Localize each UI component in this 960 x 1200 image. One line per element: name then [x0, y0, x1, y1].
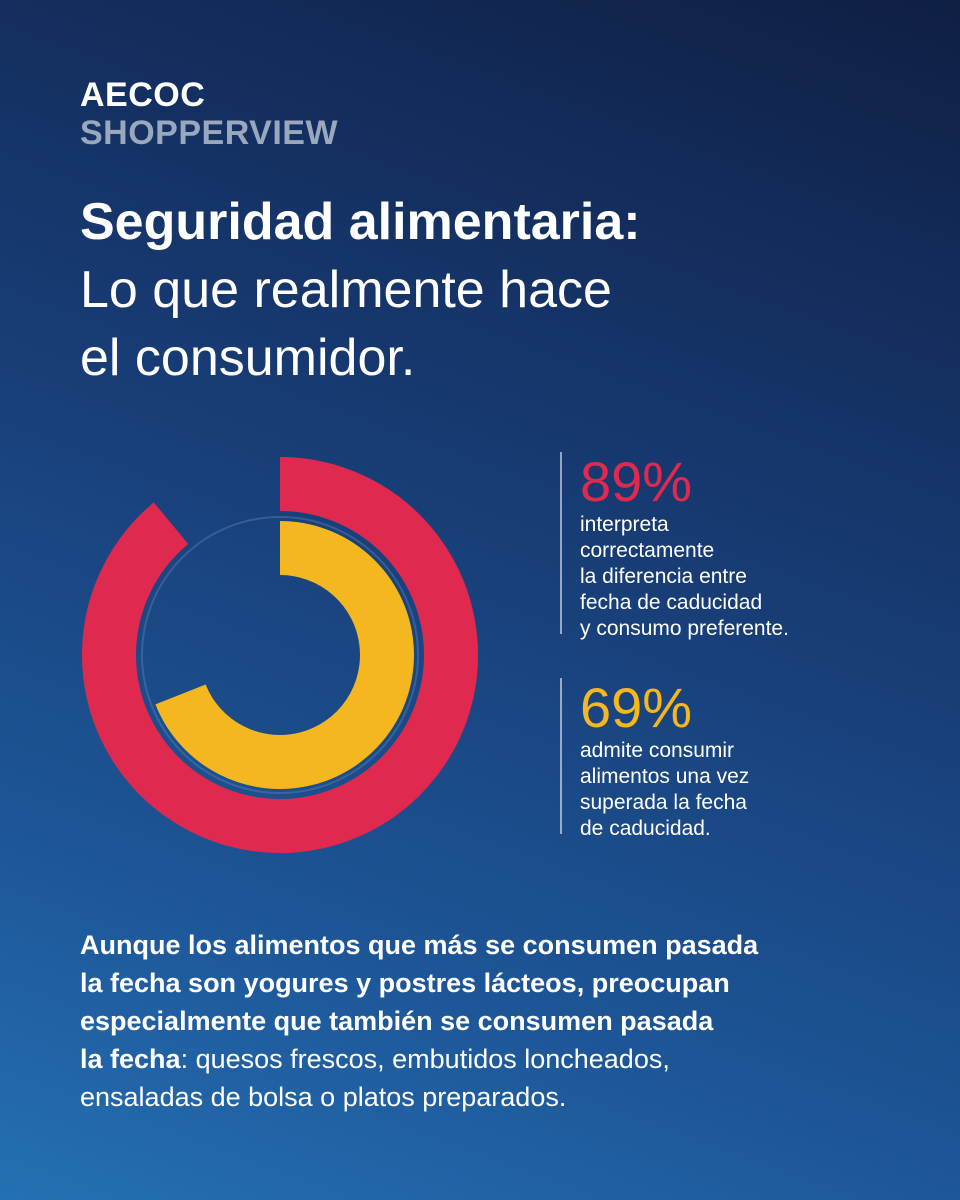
body-line-4-bold: la fecha — [80, 1044, 181, 1074]
body-line-1: Aunque los alimentos que más se consumen… — [80, 930, 759, 960]
body-line-5: ensaladas de bolsa o platos preparados. — [80, 1082, 567, 1112]
ring-track — [141, 516, 419, 794]
body-line-2: la fecha son yogures y postres lácteos, … — [80, 968, 730, 998]
stat-description-line: y consumo preferente. — [580, 617, 789, 640]
stat-description-line: fecha de caducidad — [580, 591, 763, 614]
stat-value: 89% — [580, 450, 693, 513]
body-line-3: especialmente que también se consumen pa… — [80, 1006, 714, 1036]
title-line-3: el consumidor. — [80, 329, 416, 387]
radial-bar-89 — [82, 457, 478, 853]
radial-bar-69 — [155, 521, 414, 789]
stat-description-line: de caducidad. — [580, 817, 711, 840]
stat-description-line: superada la fecha — [580, 791, 747, 814]
stat-description-line: correctamente — [580, 539, 715, 562]
brand-subname: SHOPPERVIEW — [80, 114, 339, 152]
stat-value: 69% — [580, 676, 693, 739]
brand-name: AECOC — [80, 76, 206, 114]
stat-description-line: la diferencia entre — [580, 565, 747, 588]
body-paragraph: Aunque los alimentos que más se consumen… — [80, 926, 900, 1116]
brand-logo: AECOC SHOPPERVIEW — [80, 76, 338, 152]
stat-69: 69% admite consumir alimentos una vez su… — [560, 676, 750, 840]
page-title: Seguridad alimentaria: Lo que realmente … — [80, 188, 641, 392]
stat-description-line: alimentos una vez — [580, 765, 750, 788]
stat-description-line: interpreta — [580, 513, 669, 536]
radial-bar-chart — [82, 457, 478, 853]
title-line-2: Lo que realmente hace — [80, 261, 612, 319]
stat-description-line: admite consumir — [580, 739, 735, 762]
stat-89: 89% interpreta correctamente la diferenc… — [560, 450, 789, 640]
title-line-1: Seguridad alimentaria: — [80, 193, 641, 251]
body-line-4-rest: : quesos frescos, embutidos loncheados, — [180, 1044, 670, 1074]
